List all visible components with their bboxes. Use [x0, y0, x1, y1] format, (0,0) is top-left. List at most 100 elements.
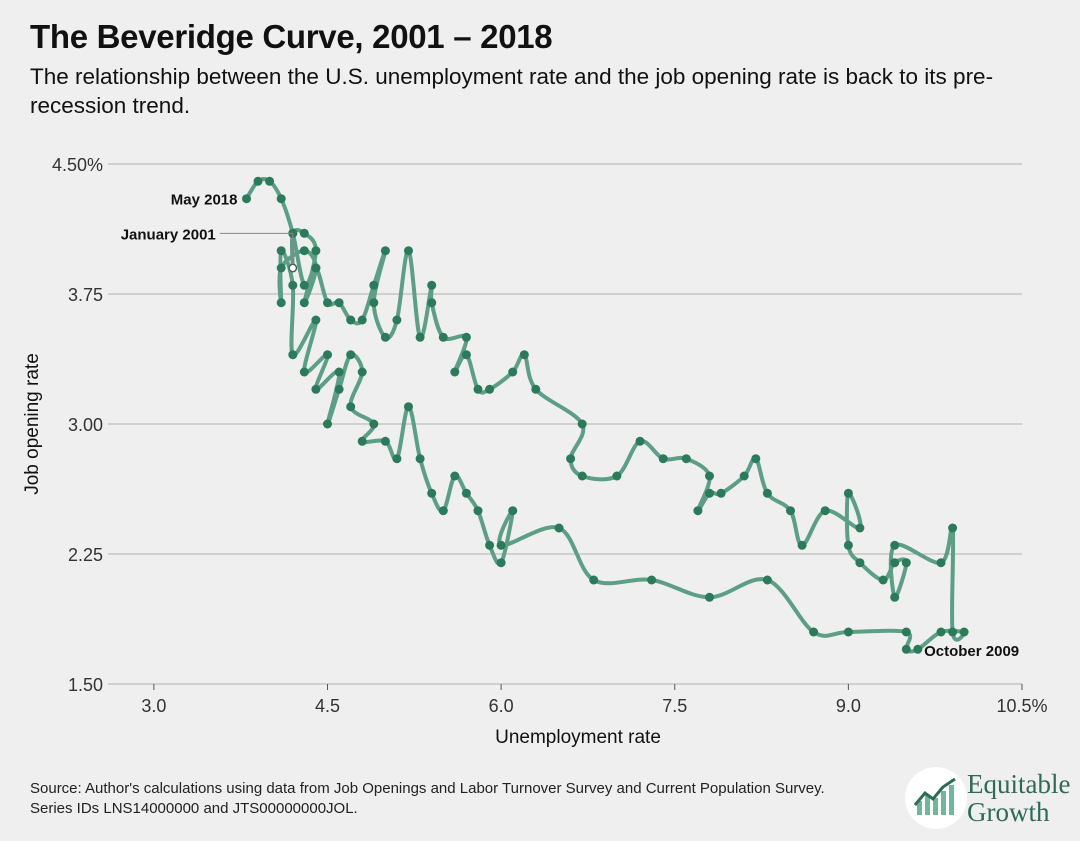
- data-point: [299, 228, 309, 238]
- data-point: [461, 350, 471, 360]
- data-point: [357, 367, 367, 377]
- data-point: [427, 298, 437, 308]
- annotations: January 2001 May 2018 October 2009: [121, 192, 1019, 660]
- data-point: [705, 471, 714, 481]
- data-point: [901, 644, 911, 654]
- data-point: [299, 367, 309, 377]
- data-point: [380, 436, 390, 446]
- data-point: [936, 558, 946, 568]
- data-point: [450, 471, 460, 481]
- data-point: [415, 332, 425, 342]
- data-point: [346, 350, 356, 360]
- logo-mark-icon: [905, 767, 967, 829]
- data-point: [404, 246, 413, 256]
- data-point: [693, 506, 703, 516]
- data-point: [843, 540, 853, 550]
- data-point: [438, 332, 448, 342]
- source-note: Source: Author's calculations using data…: [30, 780, 825, 817]
- data-point: [276, 194, 286, 204]
- data-point: [797, 540, 807, 550]
- x-axis-label: Unemployment rate: [495, 727, 661, 748]
- data-point: [855, 523, 865, 533]
- data-point: [427, 488, 437, 498]
- data-point: [647, 575, 657, 585]
- data-point: [276, 246, 286, 256]
- y-tick-label: 2.25: [68, 545, 103, 565]
- data-point: [681, 454, 691, 464]
- data-point: [276, 263, 286, 273]
- beveridge-curve-chart: 1.50 2.25 3.00 3.75 4.50% 3.0 4.5 6.0 7.5 9.0 10.5…: [22, 155, 1048, 748]
- y-axis-label: Job opening rate: [22, 353, 43, 495]
- data-point: [809, 627, 819, 637]
- data-point: [519, 350, 529, 360]
- data-point: [948, 627, 958, 637]
- data-point: [357, 315, 367, 325]
- data-point: [334, 367, 344, 377]
- data-point: [346, 402, 356, 412]
- annotation-marker: [288, 264, 297, 272]
- grid-lines: [108, 163, 1022, 685]
- x-tick-label: 4.5: [315, 696, 340, 716]
- data-point: [357, 436, 367, 446]
- data-point: [577, 419, 587, 429]
- data-point: [323, 298, 332, 308]
- data-point: [299, 298, 309, 308]
- data-point: [786, 506, 795, 516]
- annotation-label: January 2001: [121, 226, 216, 243]
- annotation-label: May 2018: [171, 192, 238, 209]
- data-point: [705, 488, 714, 498]
- logo-text-line2: Growth: [967, 797, 1050, 827]
- annotation-label: October 2009: [924, 643, 1019, 660]
- data-point: [288, 350, 298, 360]
- data-point: [427, 280, 437, 290]
- data-point: [554, 523, 564, 533]
- data-point: [346, 315, 356, 325]
- data-point: [311, 263, 321, 273]
- data-point: [415, 454, 425, 464]
- data-point: [392, 454, 402, 464]
- data-point: [508, 367, 518, 377]
- data-point: [461, 332, 471, 342]
- data-point: [566, 454, 576, 464]
- data-point: [450, 367, 460, 377]
- data-point: [508, 506, 518, 516]
- data-point: [288, 280, 298, 290]
- y-tick-label: 3.00: [68, 415, 103, 435]
- data-point: [323, 419, 332, 429]
- data-point: [762, 488, 772, 498]
- data-point: [276, 298, 286, 308]
- data-point: [334, 298, 344, 308]
- data-point: [404, 402, 413, 412]
- data-point: [299, 246, 309, 256]
- data-point: [936, 627, 946, 637]
- data-point: [496, 558, 506, 568]
- data-point: [299, 280, 309, 290]
- x-tick-label: 3.0: [141, 696, 166, 716]
- data-point: [890, 592, 900, 602]
- data-point: [265, 176, 275, 186]
- data-point: [369, 298, 379, 308]
- data-point: [242, 194, 251, 204]
- data-point: [843, 488, 853, 498]
- data-point: [959, 627, 969, 637]
- data-point: [716, 488, 726, 498]
- data-point: [890, 558, 900, 568]
- data-point: [496, 540, 506, 550]
- x-tick-label: 7.5: [662, 696, 687, 716]
- data-point: [589, 575, 599, 585]
- series-line: [244, 177, 967, 654]
- data-point: [855, 558, 865, 568]
- data-point: [577, 471, 587, 481]
- data-point: [253, 176, 263, 186]
- data-point: [380, 332, 390, 342]
- data-point: [901, 558, 911, 568]
- beveridge-curve-line: [244, 177, 967, 654]
- data-point: [890, 540, 900, 550]
- axis-ticks: 1.50 2.25 3.00 3.75 4.50% 3.0 4.5 6.0 7.5 9.0 10.5…: [52, 155, 1048, 716]
- data-point: [658, 454, 668, 464]
- x-tick-label: 9.0: [836, 696, 861, 716]
- data-point: [473, 506, 483, 516]
- data-point: [323, 350, 332, 360]
- series-points: [242, 176, 969, 654]
- data-point: [380, 246, 390, 256]
